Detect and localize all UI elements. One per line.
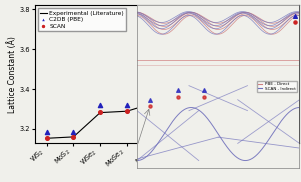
Point — [44, 137, 49, 140]
Point — [201, 89, 206, 92]
Point — [151, 100, 156, 102]
Point — [175, 89, 180, 92]
Point — [125, 109, 129, 112]
Point — [175, 95, 180, 98]
Point — [293, 21, 298, 24]
Point — [151, 102, 156, 104]
Point — [71, 135, 76, 138]
Point — [125, 104, 129, 107]
Point — [285, 22, 290, 25]
Point — [98, 111, 103, 114]
Point — [293, 15, 298, 18]
Point — [285, 14, 290, 17]
Legend: PBE - Direct, SCAN - Indirect: PBE - Direct, SCAN - Indirect — [256, 81, 297, 92]
Point — [71, 131, 76, 134]
Point — [147, 98, 152, 101]
Point — [147, 104, 152, 107]
Point — [98, 104, 103, 107]
Point — [201, 95, 206, 98]
Y-axis label: Lattice Constant (Å): Lattice Constant (Å) — [7, 36, 17, 113]
Legend: Experimental (Literature), C2DB (PBE), SCAN: Experimental (Literature), C2DB (PBE), S… — [38, 8, 126, 31]
Point — [44, 130, 49, 133]
